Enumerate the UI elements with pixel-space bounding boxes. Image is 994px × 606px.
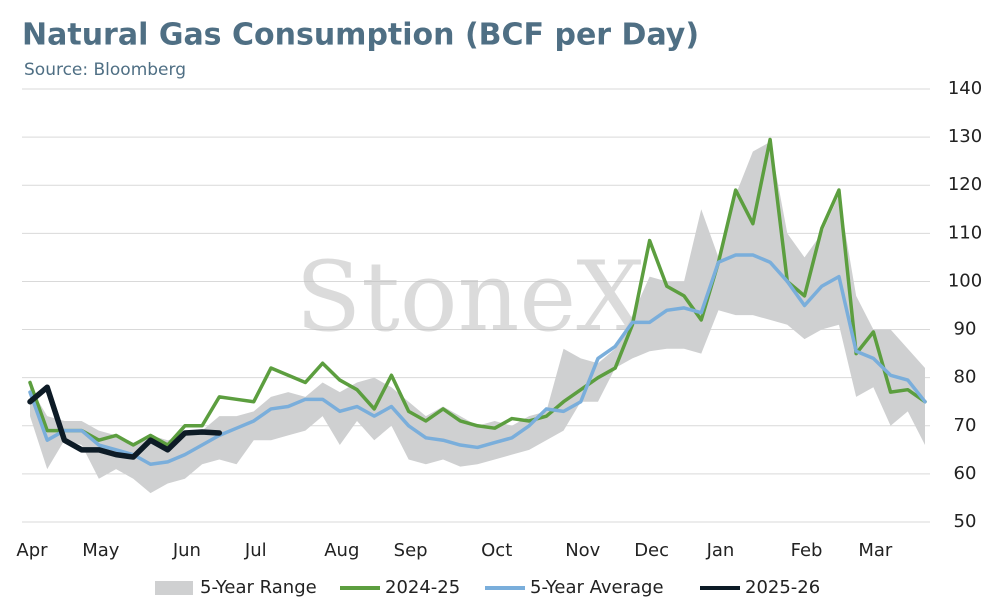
series-line [27, 384, 223, 460]
x-tick-label: Apr [16, 540, 48, 561]
legend-label: 2025-26 [745, 577, 820, 598]
y-tick-label: 110 [948, 222, 982, 243]
chart-subtitle: Source: Bloomberg [24, 60, 186, 80]
x-tick-label: Jan [706, 540, 735, 561]
x-tick-label: Mar [858, 540, 893, 561]
range-band [30, 141, 925, 494]
x-tick-label: May [82, 540, 120, 561]
x-tick-label: Feb [791, 540, 823, 561]
y-tick-label: 50 [954, 511, 977, 532]
x-tick-label: Sep [394, 540, 428, 561]
legend-label: 2024-25 [385, 577, 460, 598]
y-tick-label: 60 [954, 463, 977, 484]
watermark: StoneX [295, 241, 644, 353]
legend-label: 5-Year Range [200, 577, 317, 598]
y-tick-label: 120 [948, 174, 982, 195]
y-tick-label: 80 [954, 367, 977, 388]
legend-label: 5-Year Average [530, 577, 664, 598]
legend-swatch [155, 581, 193, 595]
x-tick-label: Dec [634, 540, 669, 561]
x-tick-label: Jun [172, 540, 201, 561]
y-tick-label: 100 [948, 270, 982, 291]
series-line [28, 137, 927, 447]
x-tick-label: Nov [565, 540, 600, 561]
chart-title: Natural Gas Consumption (BCF per Day) [22, 18, 699, 53]
x-tick-label: Oct [481, 540, 512, 561]
x-tick-label: Aug [324, 540, 359, 561]
x-tick-label: Jul [244, 540, 267, 561]
y-tick-label: 70 [954, 415, 977, 436]
y-tick-label: 130 [948, 126, 982, 147]
y-tick-label: 140 [948, 78, 982, 99]
y-tick-label: 90 [954, 319, 977, 340]
series-line [28, 253, 927, 467]
